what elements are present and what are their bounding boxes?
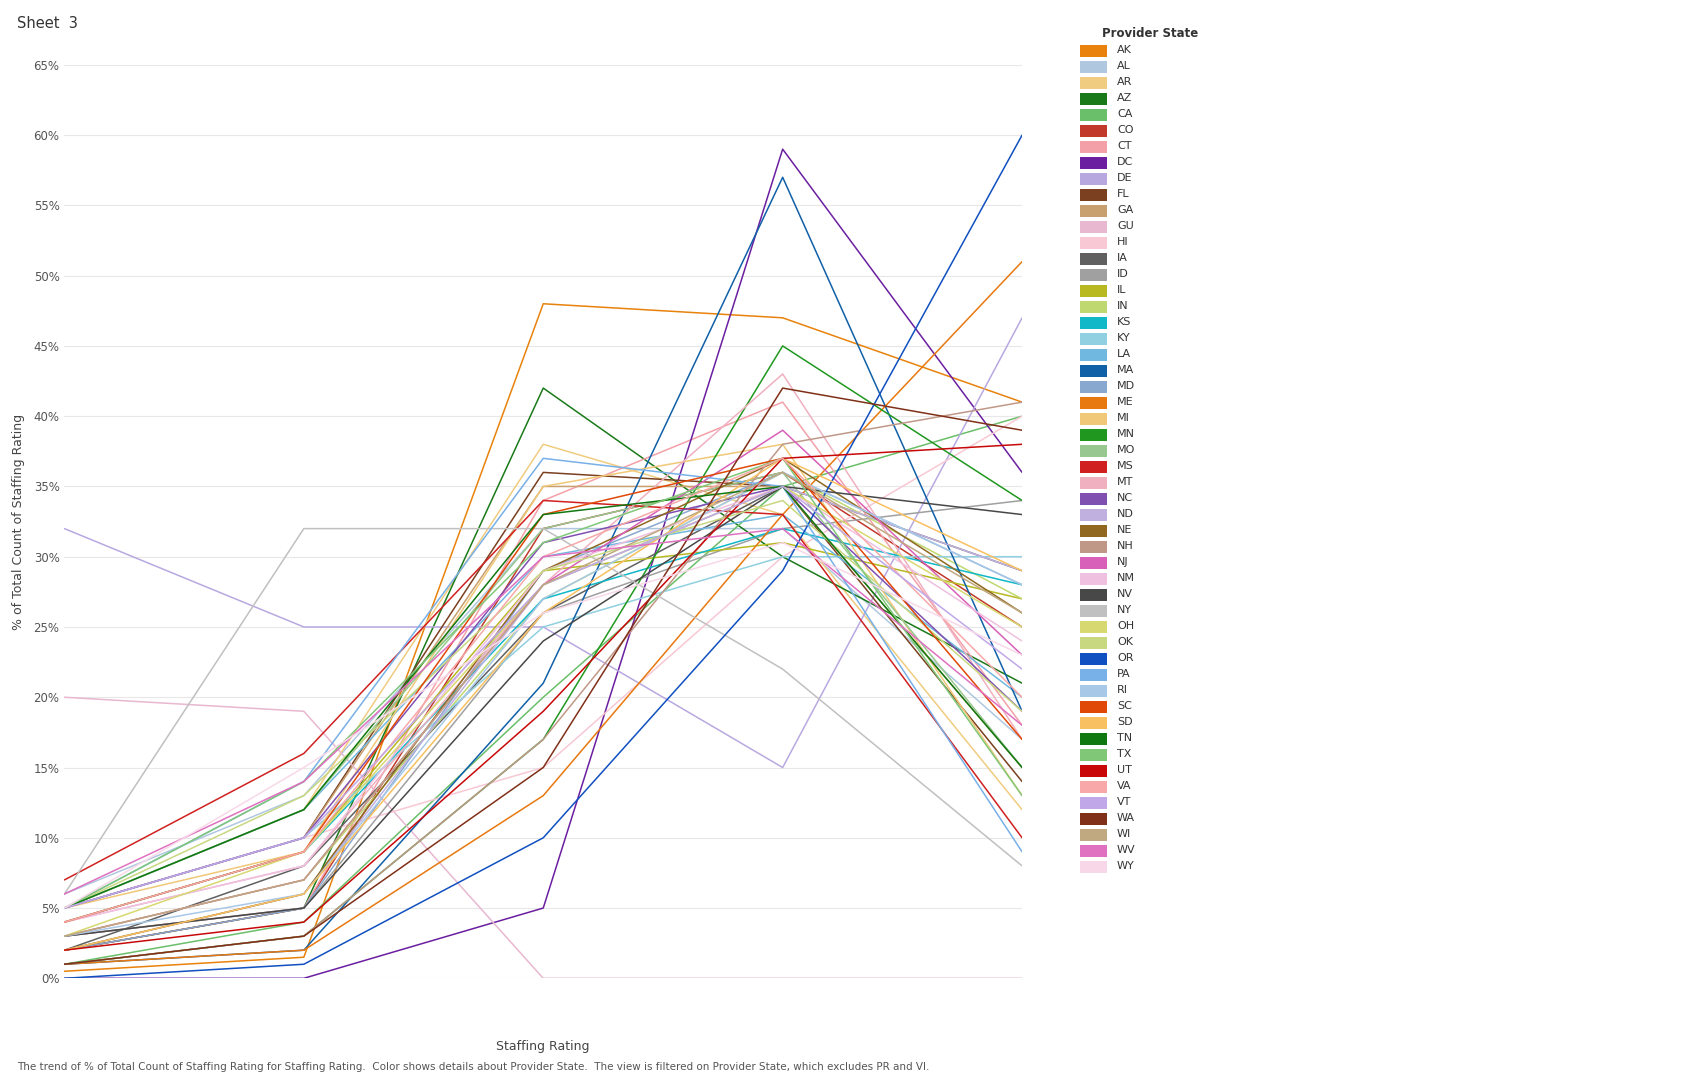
Text: UT: UT [1117,764,1132,775]
Text: ME: ME [1117,397,1134,406]
Text: DE: DE [1117,173,1132,183]
Text: KS: KS [1117,317,1131,326]
Text: MS: MS [1117,461,1134,470]
Text: TN: TN [1117,733,1132,743]
Text: OK: OK [1117,637,1132,646]
Text: HI: HI [1117,237,1129,246]
Text: FL: FL [1117,189,1129,199]
Text: OR: OR [1117,653,1134,663]
Text: CO: CO [1117,124,1134,135]
Text: VT: VT [1117,797,1131,806]
Text: GU: GU [1117,221,1134,230]
Text: WA: WA [1117,813,1136,823]
Y-axis label: % of Total Count of Staffing Rating: % of Total Count of Staffing Rating [12,414,25,629]
Text: NE: NE [1117,524,1132,535]
Text: CA: CA [1117,109,1132,119]
Text: NJ: NJ [1117,557,1129,566]
Text: MT: MT [1117,477,1134,486]
Text: AR: AR [1117,77,1132,86]
Text: PA: PA [1117,669,1131,679]
Text: NV: NV [1117,589,1132,599]
Text: ND: ND [1117,509,1134,519]
Text: WV: WV [1117,844,1136,855]
Text: 2: 2 [300,995,308,1009]
Text: IA: IA [1117,253,1127,263]
Text: VA: VA [1117,780,1132,790]
Text: RI: RI [1117,684,1127,695]
Text: NC: NC [1117,493,1134,503]
Text: CT: CT [1117,141,1132,150]
Text: The trend of % of Total Count of Staffing Rating for Staffing Rating.  Color sho: The trend of % of Total Count of Staffin… [17,1062,929,1071]
Text: ID: ID [1117,269,1129,279]
Text: Sheet  3: Sheet 3 [17,16,78,31]
Text: MN: MN [1117,429,1136,439]
Text: WY: WY [1117,860,1134,870]
Text: NM: NM [1117,573,1136,583]
Text: DC: DC [1117,157,1134,166]
Text: TX: TX [1117,749,1131,759]
Text: IL: IL [1117,284,1127,295]
Text: KY: KY [1117,333,1131,343]
Text: 3: 3 [539,995,547,1009]
Text: OH: OH [1117,620,1134,630]
Text: AL: AL [1117,61,1131,70]
Text: NH: NH [1117,540,1134,550]
Text: MO: MO [1117,444,1136,455]
Text: MI: MI [1117,413,1131,423]
Text: Staffing Rating: Staffing Rating [497,1040,590,1053]
Text: NY: NY [1117,604,1132,615]
Text: Provider State: Provider State [1102,27,1198,40]
Text: MA: MA [1117,364,1134,375]
Text: GA: GA [1117,204,1134,215]
Text: AZ: AZ [1117,93,1132,103]
Text: WI: WI [1117,829,1131,839]
Text: SC: SC [1117,700,1132,710]
Text: 1: 1 [59,995,69,1009]
Text: 4: 4 [778,995,786,1009]
Text: 5: 5 [1017,995,1027,1009]
Text: IN: IN [1117,301,1129,310]
Text: MD: MD [1117,381,1136,390]
Text: SD: SD [1117,717,1132,726]
Text: AK: AK [1117,44,1132,55]
Text: LA: LA [1117,349,1131,359]
